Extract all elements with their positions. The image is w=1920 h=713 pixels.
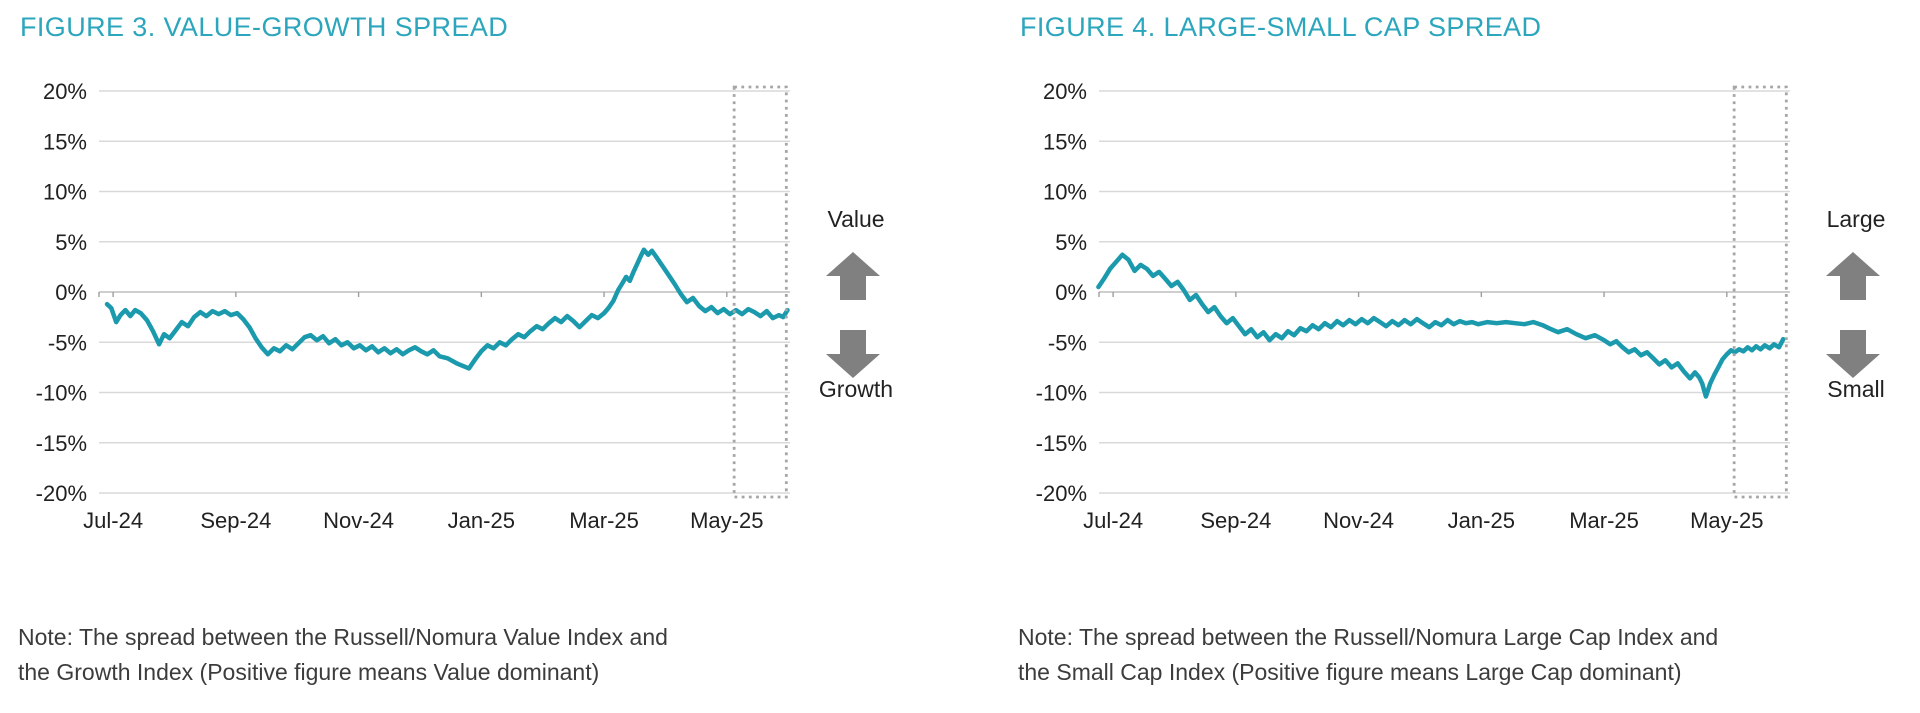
up-arrow-label: Large <box>1826 206 1886 232</box>
y-axis-tick-label: 5% <box>55 230 87 255</box>
y-axis-tick-label: 20% <box>1043 79 1087 104</box>
note-line-2: the Growth Index (Positive figure means … <box>18 659 600 685</box>
y-axis-tick-label: 15% <box>1043 129 1087 154</box>
y-axis-tick-label: -20% <box>36 481 87 506</box>
x-axis-tick-label: Jan-25 <box>448 508 515 533</box>
figure-3-panel: FIGURE 3. VALUE-GROWTH SPREAD 20% 15% 10% 5… <box>0 0 920 713</box>
y-axis-tick-label: -10% <box>1036 381 1087 406</box>
down-arrow-label: Small <box>1827 376 1885 402</box>
y-axis-tick-label: 0% <box>1055 280 1087 305</box>
up-arrow-label: Value <box>827 206 885 232</box>
y-axis-tick-label: -20% <box>1036 481 1087 506</box>
note-line-1: Note: The spread between the Russell/Nom… <box>18 624 668 650</box>
x-axis-tick-label: Sep-24 <box>200 508 271 533</box>
y-axis-tick-label: 0% <box>55 280 87 305</box>
y-axis-tick-label: -5% <box>48 330 87 355</box>
x-axis-tick-label: Jul-24 <box>83 508 143 533</box>
note-line-2: the Small Cap Index (Positive figure mea… <box>1018 659 1682 685</box>
down-arrow-icon <box>826 330 880 378</box>
y-axis-tick-label: 20% <box>43 79 87 104</box>
x-axis-tick-label: Nov-24 <box>323 508 394 533</box>
y-axis-tick-label: -10% <box>36 381 87 406</box>
figure-4-note: Note: The spread between the Russell/Nom… <box>1018 620 1718 690</box>
figure-3-note: Note: The spread between the Russell/Nom… <box>18 620 668 690</box>
x-axis-tick-label: May-25 <box>1690 508 1763 533</box>
series-line <box>1096 252 1786 399</box>
y-axis-tick-label: -5% <box>1048 330 1087 355</box>
x-axis-tick-label: May-25 <box>690 508 763 533</box>
x-axis-tick-label: Sep-24 <box>1200 508 1271 533</box>
down-arrow-label: Growth <box>818 376 894 402</box>
value-growth-spread-chart: 20% 15% 10% 5% 0% -5% -10% -15% -20%Jul-24 Sep-24… <box>36 79 880 533</box>
x-axis-tick-label: Jul-24 <box>1083 508 1143 533</box>
x-axis-tick-label: Nov-24 <box>1323 508 1394 533</box>
y-axis-tick-label: -15% <box>1036 431 1087 456</box>
figure-4-title: FIGURE 4. LARGE-SMALL CAP SPREAD <box>1020 12 1542 42</box>
x-axis-tick-label: Mar-25 <box>1569 508 1639 533</box>
series-line <box>104 247 790 371</box>
y-axis-tick-label: 10% <box>1043 180 1087 205</box>
up-arrow-icon <box>826 252 880 300</box>
y-axis-tick-label: 10% <box>43 180 87 205</box>
figure-3-title: FIGURE 3. VALUE-GROWTH SPREAD <box>20 12 509 42</box>
down-arrow-icon <box>1826 330 1880 378</box>
note-line-1: Note: The spread between the Russell/Nom… <box>1018 624 1719 650</box>
up-arrow-icon <box>1826 252 1880 300</box>
y-axis-tick-label: -15% <box>36 431 87 456</box>
x-axis-tick-label: Mar-25 <box>569 508 639 533</box>
large-small-cap-spread-chart: 20% 15% 10% 5% 0% -5% -10% -15% -20%Jul-24 Sep-24… <box>1036 79 1880 533</box>
y-axis-tick-label: 5% <box>1055 230 1087 255</box>
figure-4-panel: FIGURE 4. LARGE-SMALL CAP SPREAD 20% 15% 1… <box>1000 0 1920 713</box>
y-axis-tick-label: 15% <box>43 129 87 154</box>
x-axis-tick-label: Jan-25 <box>1448 508 1515 533</box>
